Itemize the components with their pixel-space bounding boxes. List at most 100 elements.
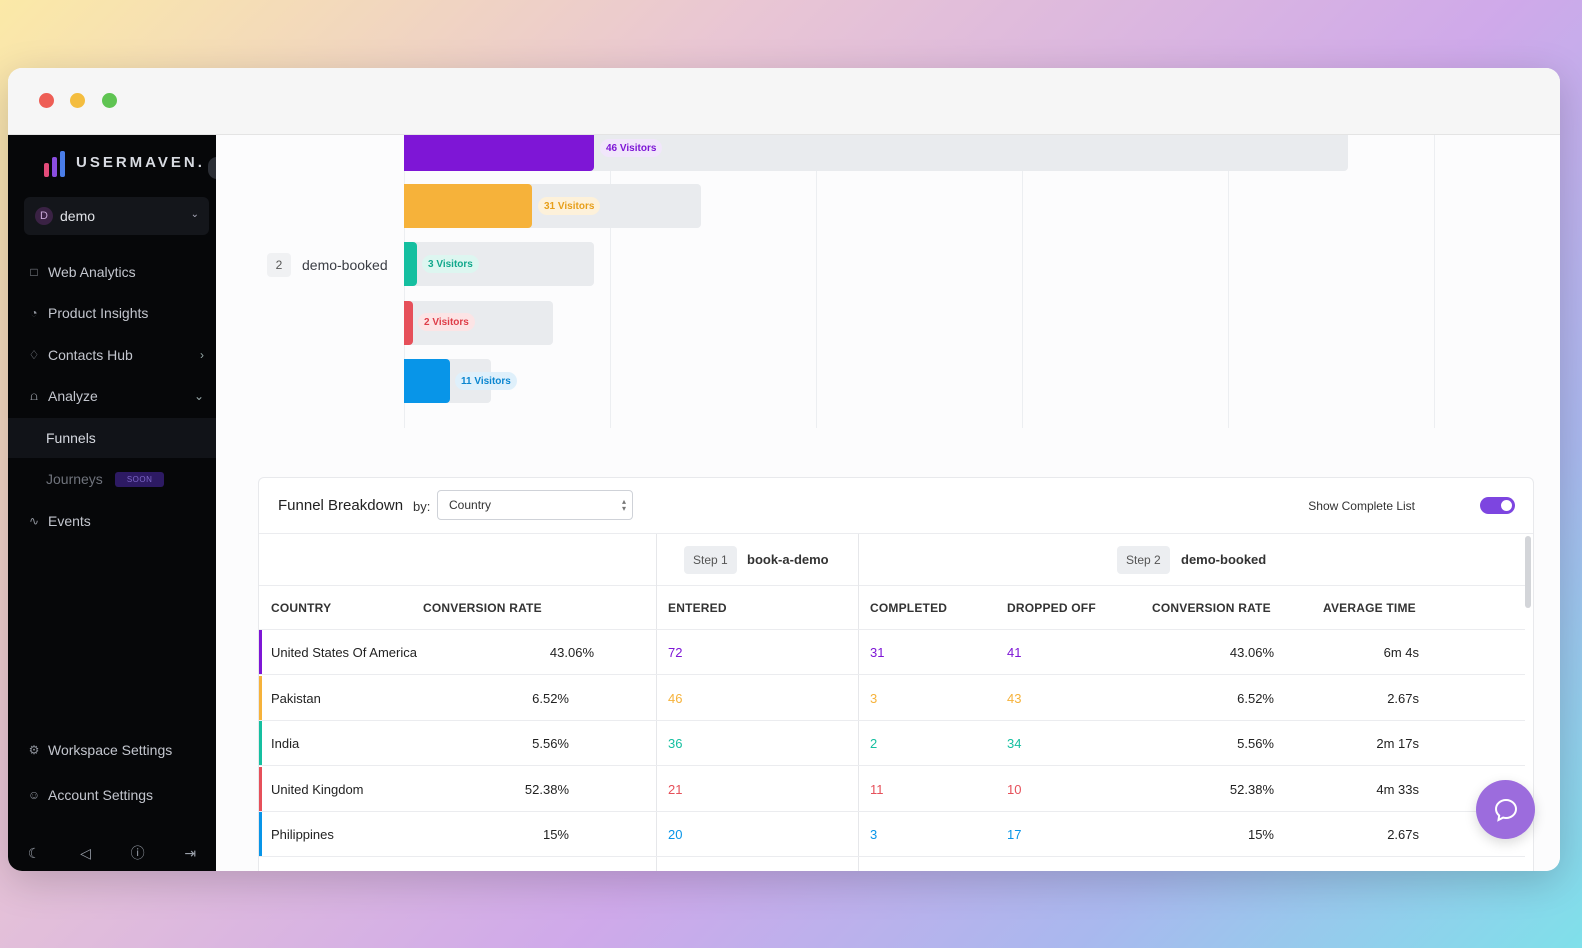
cell-conversion-rate: 6.52% xyxy=(532,690,569,706)
grid-line xyxy=(816,135,817,428)
table-row[interactable]: Pakistan 6.52% 46 3 43 6.52% 2.67s xyxy=(259,675,1525,721)
col-average-time[interactable]: AVERAGE TIME xyxy=(1323,601,1416,615)
col-dropped-off[interactable]: DROPPED OFF xyxy=(1007,601,1096,615)
sidebar-item-label: Product Insights xyxy=(48,305,149,321)
cell-step-conversion-rate: 52.38% xyxy=(1229,781,1274,797)
main-content: 2 demo-booked 46 Visitors 31 Visitors 3 … xyxy=(216,135,1560,871)
maximize-window-button[interactable] xyxy=(102,93,117,108)
sidebar-item-label: Events xyxy=(48,513,91,529)
col-country[interactable]: COUNTRY xyxy=(271,601,332,615)
sidebar-footer: ☾ ◁ ⓘ ⇥ xyxy=(8,835,216,871)
logout-icon[interactable]: ⇥ xyxy=(184,844,197,861)
chat-support-button[interactable] xyxy=(1476,780,1535,839)
col-conversion-rate[interactable]: CONVERSION RATE xyxy=(423,601,542,615)
cell-average-time: 6m 4s xyxy=(1383,645,1419,660)
sidebar-item-workspace-settings[interactable]: ⚙ Workspace Settings xyxy=(8,730,216,770)
users-gear-icon: ☺ xyxy=(27,788,41,802)
table-column-header: COUNTRY CONVERSION RATE ENTERED COMPLETE… xyxy=(259,586,1525,630)
user-icon: ♢ xyxy=(28,348,40,362)
cell-entered: 72 xyxy=(668,645,683,660)
chevron-down-icon: ⌄ xyxy=(190,209,199,220)
cell-average-time: 2m 17s xyxy=(1376,736,1419,751)
scrollbar[interactable] xyxy=(1525,536,1531,608)
cell-entered: 20 xyxy=(668,827,683,842)
cell-conversion-rate: 5.56% xyxy=(532,736,569,751)
row-color-stripe xyxy=(259,766,262,811)
bar-label: 11 Visitors xyxy=(455,372,517,390)
col-step-conversion-rate[interactable]: CONVERSION RATE xyxy=(1152,601,1271,615)
breakdown-by-label: by: xyxy=(413,499,431,514)
funnel-bar[interactable] xyxy=(404,135,594,171)
help-icon[interactable]: ⓘ xyxy=(130,845,145,861)
bar-label: 31 Visitors xyxy=(538,197,601,215)
chat-bubble-icon xyxy=(1494,798,1517,822)
breakdown-title: Funnel Breakdown xyxy=(278,497,404,514)
cell-completed: 3 xyxy=(870,690,878,706)
chart-icon: ⩍ xyxy=(30,388,38,403)
cell-country: Philippines xyxy=(271,827,334,842)
sidebar-item-label: Contacts Hub xyxy=(48,347,133,363)
chevron-down-icon: ⌄ xyxy=(193,389,204,403)
close-window-button[interactable] xyxy=(39,93,54,108)
sidebar-item-funnels[interactable]: Funnels xyxy=(8,418,216,458)
cell-completed: 31 xyxy=(870,645,885,660)
sidebar-item-label: Workspace Settings xyxy=(48,742,173,758)
soon-badge: SOON xyxy=(114,471,165,487)
logo-icon xyxy=(44,151,65,177)
table-row[interactable]: Philippines 15% 20 3 17 15% 2.67s xyxy=(259,812,1525,857)
calendar-icon: □ xyxy=(30,265,38,279)
select-arrows-icon: ▴ ▾ xyxy=(621,497,626,513)
cell-step-conversion-rate: 15% xyxy=(1247,827,1274,842)
sidebar-item-account-settings[interactable]: ☺ Account Settings xyxy=(8,775,216,815)
breakdown-dimension-select[interactable]: Country ▴ ▾ xyxy=(437,490,633,520)
sidebar-item-analyze[interactable]: ⩍ Analyze ⌄ xyxy=(8,376,216,416)
grid-line xyxy=(1228,135,1229,428)
megaphone-icon[interactable]: ◁ xyxy=(80,844,91,861)
minimize-window-button[interactable] xyxy=(70,93,85,108)
funnel-bar[interactable] xyxy=(404,242,417,286)
cell-conversion-rate: 15% xyxy=(542,827,569,842)
sidebar-item-journeys[interactable]: Journeys SOON xyxy=(8,459,216,499)
table-row[interactable]: United Kingdom 52.38% 21 11 10 52.38% 4m 33s xyxy=(259,766,1525,812)
sidebar-item-web-analytics[interactable]: □ Web Analytics xyxy=(8,252,216,292)
show-complete-list-toggle[interactable] xyxy=(1480,497,1515,514)
logo-text: USERMAVEN. xyxy=(76,154,205,171)
funnel-bar[interactable] xyxy=(404,301,413,345)
sidebar-item-events[interactable]: ∿ Events xyxy=(8,501,216,541)
row-color-stripe xyxy=(259,721,262,765)
row-color-stripe xyxy=(259,630,262,674)
sidebar-item-label: Journeys xyxy=(46,471,103,487)
cell-completed: 11 xyxy=(870,781,884,797)
sidebar-item-label: Web Analytics xyxy=(48,264,136,280)
pulse-icon: ∿ xyxy=(28,514,40,528)
funnel-bar[interactable] xyxy=(404,184,532,228)
app-window: USERMAVEN. D demo ⌄ □ Web Analytics ◔ Pr… xyxy=(8,68,1560,871)
cell-step-conversion-rate: 6.52% xyxy=(1237,690,1274,706)
step-pill: Step 2 xyxy=(1117,546,1170,574)
cell-conversion-rate: 52.38% xyxy=(524,781,569,797)
cell-country: United States Of America xyxy=(271,645,417,660)
workspace-selector[interactable]: D demo ⌄ xyxy=(24,197,209,235)
cell-dropped-off: 34 xyxy=(1007,736,1022,751)
col-completed[interactable]: COMPLETED xyxy=(870,601,948,615)
column-divider xyxy=(858,534,859,871)
table-row[interactable]: India 5.56% 36 2 34 5.56% 2m 17s xyxy=(259,721,1525,766)
table-row[interactable]: United States Of America 43.06% 72 31 41 43.0… xyxy=(259,630,1525,675)
cell-entered: 36 xyxy=(668,736,683,751)
title-bar xyxy=(8,68,1560,135)
moon-icon[interactable]: ☾ xyxy=(27,844,41,861)
cell-average-time: 2.67s xyxy=(1387,827,1419,842)
cell-step-conversion-rate: 5.56% xyxy=(1237,736,1274,751)
cell-completed: 2 xyxy=(870,736,878,751)
cell-step-conversion-rate: 43.06% xyxy=(1229,645,1274,660)
cell-dropped-off: 43 xyxy=(1007,690,1022,706)
bar-label: 3 Visitors xyxy=(422,255,479,273)
cell-completed: 3 xyxy=(870,827,878,842)
grid-line xyxy=(1022,135,1023,428)
col-entered[interactable]: ENTERED xyxy=(668,601,727,615)
sidebar-item-product-insights[interactable]: ◔ Product Insights xyxy=(8,293,216,333)
sidebar-item-contacts-hub[interactable]: ♢ Contacts Hub › xyxy=(8,335,216,375)
cell-entered: 46 xyxy=(668,690,683,706)
show-complete-list-label: Show Complete List xyxy=(1308,499,1415,513)
funnel-bar[interactable] xyxy=(404,359,450,403)
